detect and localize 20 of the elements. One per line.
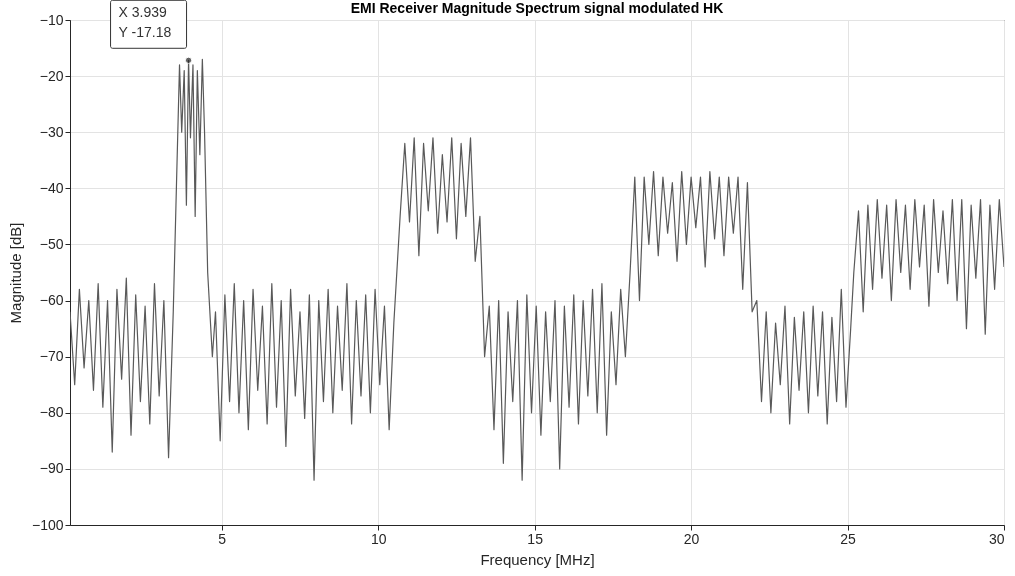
x-tick-label: 15 bbox=[527, 530, 544, 547]
chart-title: EMI Receiver Magnitude Spectrum signal modulated HK bbox=[350, 0, 724, 16]
y-tick-label: −20 bbox=[39, 67, 64, 84]
y-tick-label: −100 bbox=[31, 516, 64, 533]
x-tick-label: 10 bbox=[370, 530, 387, 547]
y-tick-label: −70 bbox=[39, 348, 64, 365]
x-tick-label: 20 bbox=[683, 530, 700, 547]
y-tick-label: −30 bbox=[39, 123, 64, 140]
y-tick-label: −40 bbox=[39, 179, 64, 196]
x-axis-title: Frequency [MHz] bbox=[480, 550, 595, 568]
y-tick-label: −60 bbox=[39, 292, 64, 309]
x-tick-label: 30 bbox=[988, 530, 1005, 547]
y-axis-title: Magnitude [dB] bbox=[6, 222, 24, 324]
y-tick-label: −80 bbox=[39, 404, 64, 421]
annotation: X 3.939 Y -17.18 bbox=[118, 4, 172, 41]
x-tick-label: 25 bbox=[840, 530, 857, 547]
y-tick-label: −10 bbox=[39, 11, 64, 28]
y-tick-label: −90 bbox=[39, 460, 64, 477]
y-tick-label: −50 bbox=[39, 235, 64, 252]
x-tick-label: 5 bbox=[218, 530, 227, 547]
